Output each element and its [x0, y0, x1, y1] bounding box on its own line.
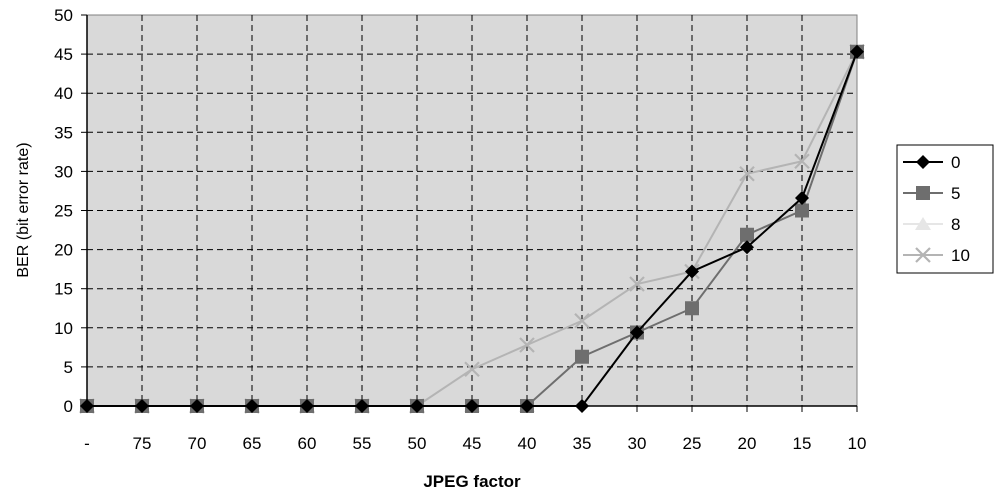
legend-item-0: 0: [903, 153, 960, 172]
legend-label: 8: [951, 215, 960, 234]
data-point: [795, 190, 809, 205]
y-tick-label: 5: [64, 358, 73, 377]
x-tick-label: -: [84, 434, 90, 453]
x-tick-label: 50: [408, 434, 427, 453]
x-tick-label: 70: [188, 434, 207, 453]
data-point: [739, 165, 755, 182]
x-tick-label: 65: [243, 434, 262, 453]
legend-item-8: 8: [903, 215, 960, 234]
x-tick-label: 40: [518, 434, 537, 453]
data-point: [464, 361, 480, 378]
data-point: [575, 349, 589, 364]
y-tick-label: 20: [54, 241, 73, 260]
data-point: [630, 325, 644, 340]
y-tick-label: 15: [54, 280, 73, 299]
data-point: [850, 44, 864, 59]
x-tick-label: 60: [298, 434, 317, 453]
data-point: [519, 337, 535, 353]
data-point: [915, 247, 931, 263]
y-tick-label: 10: [54, 319, 73, 338]
data-point: [629, 276, 645, 292]
data-point: [916, 186, 930, 200]
data-point: [685, 301, 699, 316]
y-tick-label: 50: [54, 6, 73, 25]
legend-item-10: 10: [903, 246, 970, 265]
data-point: [574, 312, 590, 329]
data-point: [740, 240, 754, 255]
legend-box: [896, 144, 994, 274]
x-tick-label: 20: [738, 434, 757, 453]
x-axis-ticks: - 75 70 65 60 55 50 45 40 35 30 25 20 15 10: [84, 406, 866, 453]
data-point: [794, 153, 810, 170]
legend-label: 5: [951, 184, 960, 203]
y-tick-label: 40: [54, 84, 73, 103]
data-point: [916, 155, 930, 169]
x-tick-label: 15: [793, 434, 812, 453]
data-point: [740, 227, 754, 242]
y-tick-label: 25: [54, 202, 73, 221]
y-tick-label: 45: [54, 45, 73, 64]
x-tick-label: 25: [683, 434, 702, 453]
y-axis-ticks: 0 5 10 15 20 25 30 35 40 45 50: [54, 6, 87, 416]
x-axis-title: JPEG factor: [423, 472, 521, 491]
data-point: [685, 264, 699, 279]
x-tick-label: 10: [848, 434, 867, 453]
x-tick-label: 35: [573, 434, 592, 453]
x-tick-label: 55: [353, 434, 372, 453]
y-axis-title: BER (bit error rate): [15, 142, 32, 277]
x-tick-label: 45: [463, 434, 482, 453]
data-point: [915, 217, 931, 230]
legend-label: 0: [951, 153, 960, 172]
legend-label: 10: [951, 246, 970, 265]
legend-item-5: 5: [903, 184, 960, 203]
data-point: [795, 203, 809, 218]
x-tick-label: 30: [628, 434, 647, 453]
legend: 0 5 8 10: [896, 144, 994, 274]
y-tick-label: 30: [54, 162, 73, 181]
y-tick-label: 35: [54, 123, 73, 142]
y-tick-label: 0: [64, 397, 73, 416]
x-tick-label: 75: [133, 434, 152, 453]
